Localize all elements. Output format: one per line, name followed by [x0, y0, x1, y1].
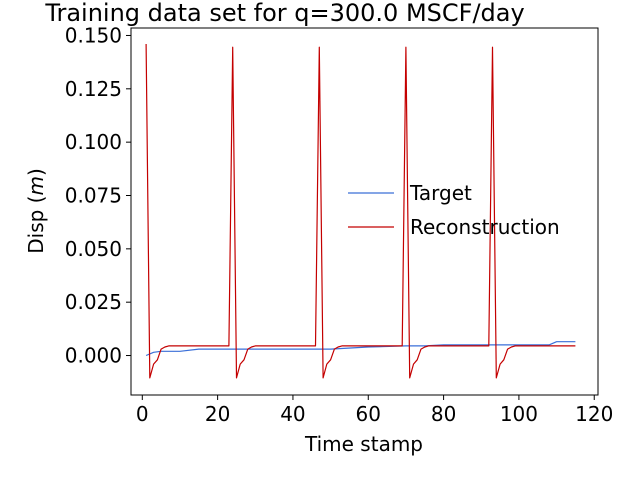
- y-tick-label: 0.050: [65, 237, 122, 261]
- y-tick-label: 0.150: [65, 23, 122, 47]
- x-tick-label: 100: [500, 402, 538, 426]
- x-tick-label: 0: [136, 402, 149, 426]
- y-axis-label-unit: m: [24, 176, 48, 195]
- y-tick-label: 0.125: [65, 77, 122, 101]
- x-tick-label: 60: [356, 402, 381, 426]
- series-layer: [145, 43, 576, 379]
- x-tick-label: 20: [205, 402, 230, 426]
- y-axis-label: Disp (m): [24, 168, 48, 254]
- series-line-reconstruction: [145, 43, 576, 379]
- x-tick-label: 40: [280, 402, 305, 426]
- legend-label-reconstruction: Reconstruction: [410, 215, 560, 239]
- x-tick-label: 120: [575, 402, 613, 426]
- series-line-target: [145, 341, 576, 357]
- y-axis-label-prefix: Disp (: [24, 196, 48, 254]
- y-tick-label: 0.025: [65, 290, 122, 314]
- chart-title: Training data set for q=300.0 MSCF/day: [44, 0, 524, 27]
- legend: Target Reconstruction: [348, 181, 560, 239]
- y-tick-label: 0.000: [65, 344, 122, 368]
- legend-label-target: Target: [409, 181, 472, 205]
- x-axis-label: Time stamp: [304, 432, 423, 456]
- y-tick-label: 0.075: [65, 183, 122, 207]
- axes-layer: 0 20 40 60 80 100 120 0.000 0.025 0.050 0.075 0.100…: [65, 23, 614, 426]
- axes-frame: [130, 27, 599, 396]
- x-tick-label: 80: [431, 402, 456, 426]
- y-axis-label-suffix: ): [24, 168, 48, 176]
- y-tick-label: 0.100: [65, 130, 122, 154]
